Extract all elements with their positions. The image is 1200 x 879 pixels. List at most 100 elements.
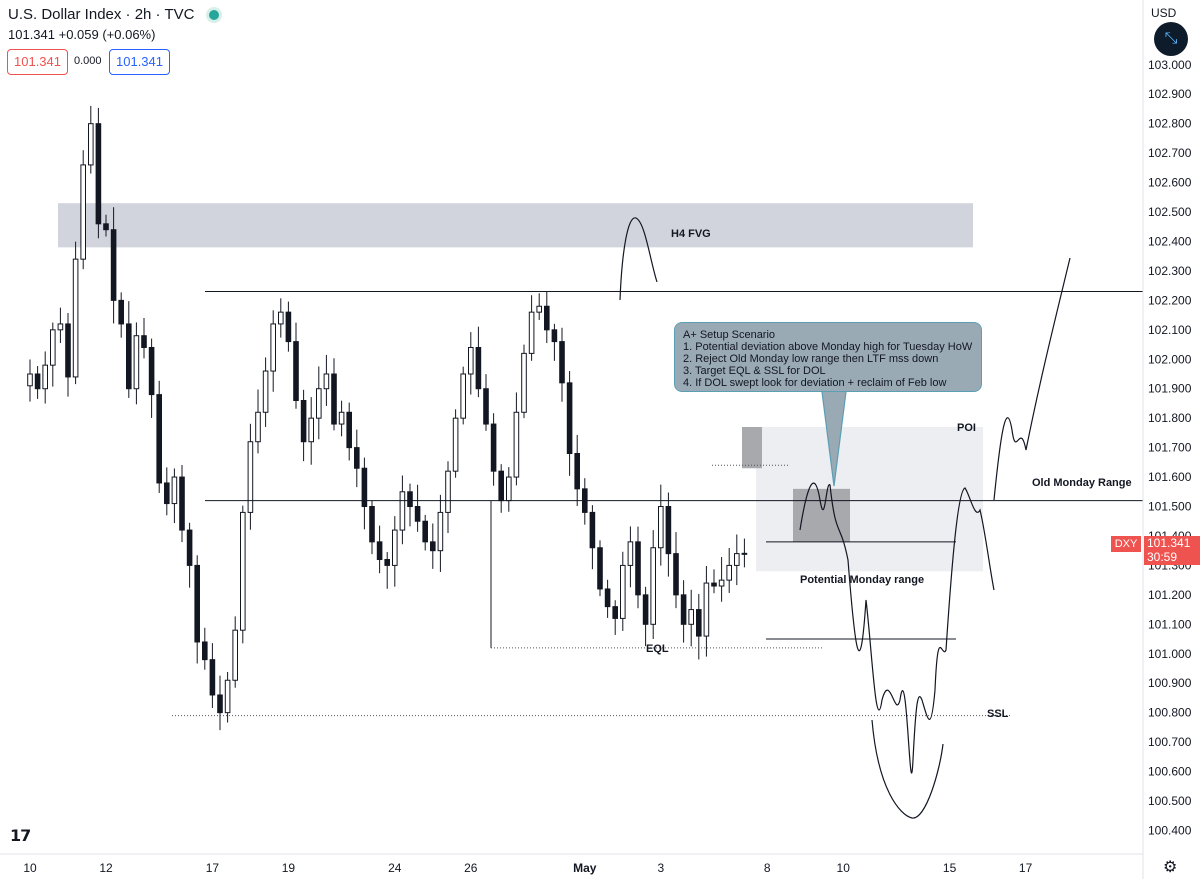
candle-body <box>597 547 603 590</box>
candle-body <box>72 258 79 378</box>
candle-body <box>559 341 565 384</box>
candle-body <box>673 553 679 596</box>
x-tick-label: 15 <box>943 861 957 875</box>
candle-body <box>665 506 672 555</box>
candle-body <box>407 491 413 508</box>
candle-body <box>331 373 337 425</box>
candle-body <box>300 399 307 443</box>
note-line: 4. If DOL swept look for deviation + rec… <box>683 377 947 389</box>
candle-body <box>551 329 558 343</box>
ohlc-readout: 101.341 +0.059 (+0.06%) <box>8 27 156 42</box>
potential-monday-range-label: Potential Monday range <box>800 574 924 586</box>
candle-body <box>65 323 71 378</box>
candle-body <box>118 299 125 325</box>
y-tick-label: 102.800 <box>1148 117 1192 131</box>
candle-body <box>293 341 299 401</box>
poi-zone <box>756 427 983 572</box>
y-tick-label: 100.700 <box>1148 735 1192 749</box>
y-tick-label: 102.200 <box>1148 293 1192 307</box>
candle-body <box>369 506 375 543</box>
candle-body <box>483 388 489 425</box>
candle-body <box>513 411 520 478</box>
x-tick-label: 8 <box>764 861 771 875</box>
y-tick-label: 102.500 <box>1148 205 1192 219</box>
candle-body <box>718 579 725 587</box>
x-tick-label: 17 <box>1019 861 1033 875</box>
compress-arrows-icon[interactable]: ⤡ <box>1154 22 1188 56</box>
spread-value: 0.000 <box>74 55 102 67</box>
candle-body <box>141 335 147 348</box>
y-tick-label: 101.100 <box>1148 617 1192 631</box>
candle-body <box>490 423 497 472</box>
candle-body <box>194 564 200 643</box>
y-tick-label: 102.900 <box>1148 87 1192 101</box>
candle-body <box>566 382 573 455</box>
x-tick-label: 24 <box>388 861 402 875</box>
candle-body <box>34 373 41 390</box>
y-tick-label: 102.400 <box>1148 234 1192 248</box>
candle-body <box>536 305 543 313</box>
candle-body <box>346 411 352 449</box>
candle-body <box>247 441 254 513</box>
candle-body <box>323 373 330 390</box>
candle-body <box>414 506 421 522</box>
x-tick-label: 17 <box>206 861 220 875</box>
currency-label[interactable]: USD <box>1151 6 1177 20</box>
y-tick-label: 101.000 <box>1148 647 1192 661</box>
market-open-indicator <box>208 10 219 21</box>
chart-header: U.S. Dollar Index · 2h · TVC <box>8 6 219 23</box>
symbol-price-tag: DXY <box>1111 536 1141 552</box>
y-tick-label: 100.600 <box>1148 765 1192 779</box>
candle-body <box>308 417 314 443</box>
buy-button[interactable]: 101.341 <box>109 49 170 75</box>
candle-body <box>475 346 482 390</box>
candle-body <box>164 482 170 505</box>
candle-body <box>361 467 368 508</box>
candle-body <box>627 541 634 566</box>
candle-body <box>521 352 527 413</box>
last-price-tag: 101.341 30:59 <box>1144 536 1200 565</box>
sell-button[interactable]: 101.341 <box>7 49 68 75</box>
h4-fvg-zone <box>58 203 973 248</box>
x-tick-label: May <box>573 861 597 875</box>
candle-body <box>506 476 512 502</box>
y-tick-label: 102.300 <box>1148 264 1192 278</box>
symbol-title[interactable]: U.S. Dollar Index · 2h · TVC <box>8 6 195 23</box>
note-line: 1. Potential deviation above Monday high… <box>683 341 973 353</box>
old-monday-range-label: Old Monday Range <box>1032 477 1132 489</box>
bar-countdown: 30:59 <box>1147 550 1178 564</box>
eql-label: EQL <box>646 643 669 655</box>
candle-body <box>232 629 238 681</box>
candle-body <box>528 311 535 354</box>
candle-body <box>460 373 466 419</box>
candle-body <box>635 541 641 596</box>
candle-body <box>171 476 178 505</box>
y-tick-label: 102.600 <box>1148 176 1192 190</box>
tradingview-logo[interactable]: 𝟭𝟳 <box>10 828 31 845</box>
ssl-sweep-curve <box>871 719 944 819</box>
y-tick-label: 101.700 <box>1148 441 1192 455</box>
candle-body <box>103 223 109 231</box>
candle-body <box>544 305 550 331</box>
candle-body <box>703 582 710 637</box>
candle-body <box>240 511 246 631</box>
candle-body <box>452 417 459 472</box>
candle-body <box>186 529 193 566</box>
gear-icon[interactable]: ⚙ <box>1163 859 1178 876</box>
candle-body <box>202 641 208 661</box>
candle-body <box>50 329 56 366</box>
potential-monday-block <box>793 488 850 542</box>
h4-fvg-label: H4 FVG <box>671 228 711 240</box>
setup-scenario-note[interactable]: A+ Setup Scenario 1. Potential deviation… <box>674 322 982 392</box>
price-axis: 100.400 100.500 100.600 100.700 100.800 100.9… <box>1148 58 1192 838</box>
candle-body <box>179 476 185 531</box>
candle-body <box>126 323 132 390</box>
candle-body <box>696 609 702 637</box>
y-tick-label: 101.200 <box>1148 588 1192 602</box>
x-tick-label: 12 <box>99 861 113 875</box>
candle-body <box>80 164 87 260</box>
candle-body <box>224 679 231 714</box>
candle-body <box>734 553 740 566</box>
y-tick-label: 100.400 <box>1148 823 1192 837</box>
